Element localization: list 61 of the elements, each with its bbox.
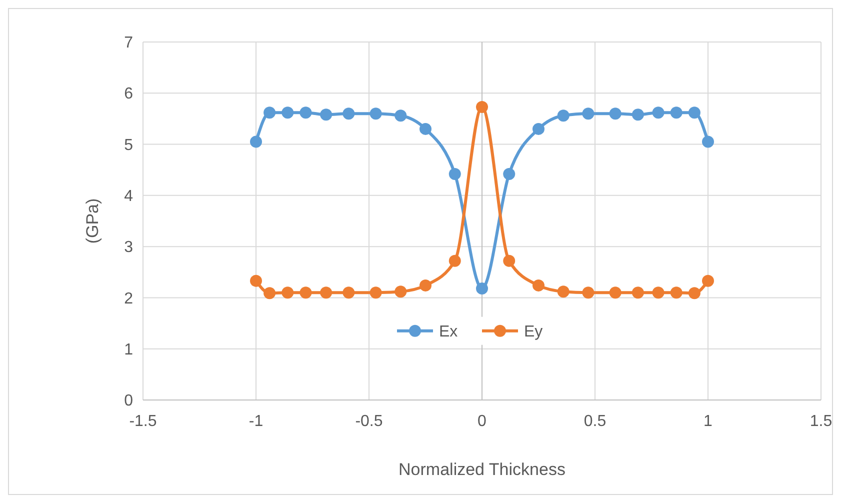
point bbox=[476, 100, 488, 113]
point bbox=[609, 108, 622, 120]
point bbox=[503, 254, 516, 267]
point bbox=[670, 286, 682, 299]
point bbox=[300, 106, 312, 119]
point bbox=[670, 106, 682, 119]
point bbox=[420, 122, 432, 135]
point bbox=[394, 286, 407, 298]
point bbox=[702, 136, 714, 148]
x-tick-label: -0.5 bbox=[355, 413, 383, 430]
x-tick-label: 1.5 bbox=[810, 413, 832, 430]
point bbox=[652, 106, 664, 119]
legend-label: Ey bbox=[524, 323, 543, 340]
point bbox=[250, 274, 262, 287]
point bbox=[557, 110, 570, 122]
y-tick-label: 0 bbox=[124, 392, 134, 410]
point bbox=[320, 286, 332, 299]
point bbox=[688, 287, 700, 300]
point bbox=[532, 122, 544, 135]
point bbox=[688, 106, 700, 119]
point bbox=[557, 286, 570, 298]
point bbox=[370, 286, 382, 299]
point bbox=[582, 286, 594, 299]
point bbox=[250, 136, 262, 148]
point bbox=[282, 286, 294, 299]
y-tick-label: 4 bbox=[124, 188, 134, 206]
point bbox=[394, 110, 407, 122]
point bbox=[476, 282, 488, 295]
point bbox=[609, 286, 622, 299]
point bbox=[702, 274, 714, 287]
y-tick-label: 7 bbox=[124, 34, 134, 52]
point bbox=[264, 287, 276, 300]
point bbox=[532, 279, 544, 292]
x-tick-label: -1 bbox=[248, 413, 264, 430]
point bbox=[370, 108, 382, 120]
point bbox=[448, 254, 461, 267]
point bbox=[420, 279, 432, 292]
point bbox=[582, 108, 594, 120]
point bbox=[632, 108, 644, 121]
point bbox=[342, 108, 355, 120]
point bbox=[264, 106, 276, 119]
point bbox=[342, 286, 355, 299]
legend-label: Ex bbox=[439, 323, 458, 340]
y-tick-label: 5 bbox=[124, 136, 134, 154]
x-tick-label: 0 bbox=[478, 413, 487, 430]
x-tick-label: -1.5 bbox=[129, 413, 157, 430]
x-tick-label: 1 bbox=[704, 413, 713, 430]
point bbox=[632, 286, 644, 299]
point bbox=[282, 106, 294, 119]
y-tick-label: 3 bbox=[124, 239, 134, 256]
y-tick-label: 6 bbox=[124, 86, 134, 103]
point bbox=[448, 168, 461, 180]
point bbox=[320, 108, 332, 121]
y-axis-title: (GPa) bbox=[83, 198, 102, 244]
y-tick-label: 1 bbox=[124, 341, 134, 358]
point bbox=[652, 286, 664, 299]
x-tick-label: 0.5 bbox=[584, 413, 606, 430]
point bbox=[503, 168, 516, 180]
point bbox=[300, 286, 312, 299]
x-axis-title: Normalized Thickness bbox=[398, 460, 566, 479]
y-tick-label: 2 bbox=[124, 290, 134, 308]
